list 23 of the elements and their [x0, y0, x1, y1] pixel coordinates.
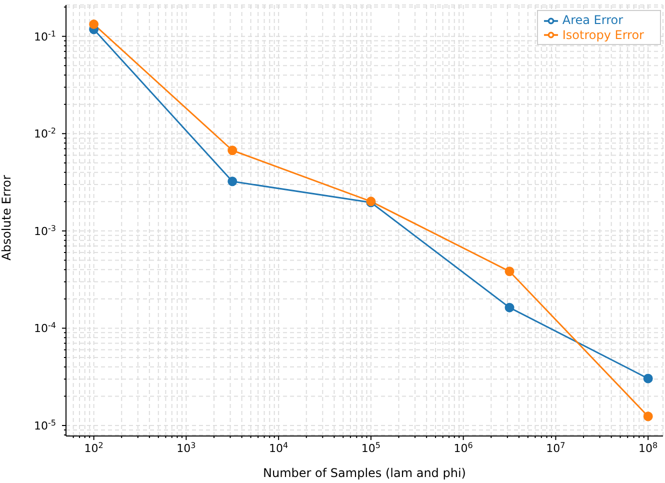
x-tick-label: 10$^{5}$	[361, 440, 380, 455]
y-tick-label: 10$^{-4}$	[34, 320, 56, 336]
point	[89, 20, 99, 30]
point	[504, 302, 514, 312]
y-axis-title: Absolute Error	[0, 174, 14, 260]
x-tick-label: 10$^{3}$	[176, 440, 196, 455]
y-tick-label: 10$^{-1}$	[34, 28, 56, 44]
y-tick-label: 10$^{-2}$	[34, 126, 56, 141]
x-tick-label: 10$^{2}$	[84, 440, 104, 455]
x-tick-label: 10$^{8}$	[638, 440, 658, 455]
point	[504, 266, 514, 276]
x-tick-label: 10$^{6}$	[454, 440, 473, 455]
y-tick-label: 10$^{-3}$	[34, 223, 56, 238]
x-tick-label: 10$^{4}$	[269, 440, 288, 455]
point	[228, 146, 238, 156]
y-tick-label: 10$^{-5}$	[34, 418, 56, 432]
legend-label: Area Error	[562, 13, 624, 27]
x-axis-title: Number of Samples (lam and phi)	[263, 466, 466, 480]
point	[643, 412, 653, 422]
x-tick-label: 10$^{7}$	[546, 440, 566, 455]
legend-label: Isotropy Error	[562, 28, 644, 42]
point	[228, 176, 238, 186]
point	[643, 374, 653, 384]
